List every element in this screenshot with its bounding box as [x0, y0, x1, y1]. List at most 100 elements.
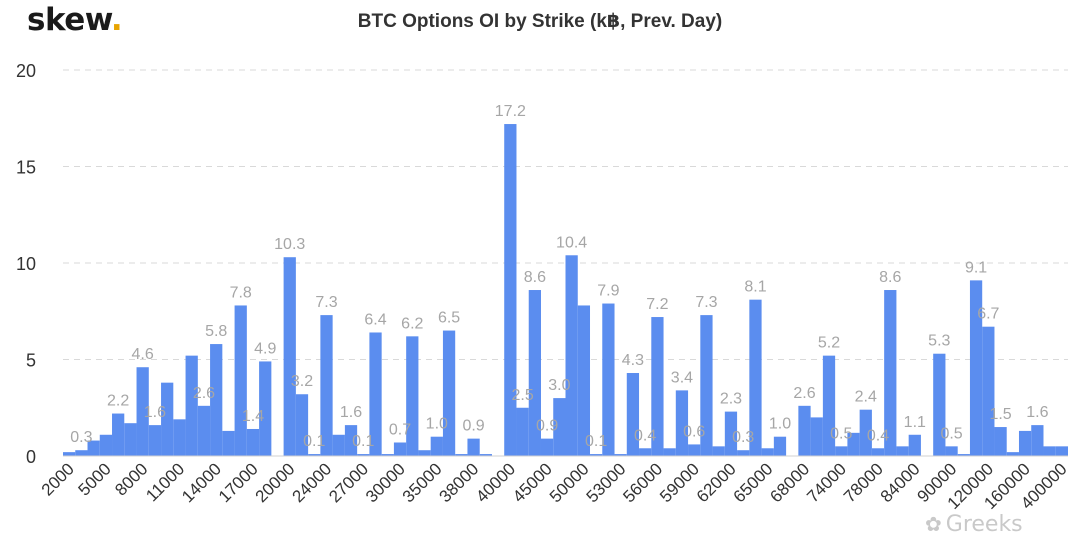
bar: [87, 440, 100, 456]
bar: [197, 405, 211, 456]
x-tick-label: 78000: [840, 459, 887, 506]
bar: [332, 434, 345, 456]
y-tick-label: 20: [16, 61, 36, 81]
data-label: 5.3: [928, 333, 950, 350]
bar: [479, 454, 492, 456]
bar: [835, 446, 848, 456]
x-tick-label: 27000: [325, 459, 372, 506]
bar: [442, 330, 456, 456]
bar: [308, 454, 321, 456]
data-label: 0.5: [830, 425, 852, 442]
data-label: 2.5: [511, 387, 533, 404]
x-tick-label: 35000: [399, 459, 446, 506]
data-label: 17.2: [495, 103, 526, 120]
bar: [504, 124, 517, 456]
bar: [455, 454, 468, 456]
data-label: 0.5: [940, 425, 962, 442]
bar: [381, 454, 394, 456]
bar: [357, 454, 370, 456]
bar: [1055, 446, 1068, 456]
data-label: 10.4: [556, 234, 587, 251]
bar: [185, 355, 198, 456]
data-label: 3.0: [548, 377, 570, 394]
data-label: 7.3: [315, 294, 337, 311]
bar: [344, 425, 358, 456]
data-label: 0.1: [303, 433, 325, 450]
x-axis: 2000500080001100014000170002000024000270…: [38, 455, 1071, 513]
bar: [1031, 425, 1044, 456]
data-label: 1.4: [242, 408, 264, 425]
x-tick-label: 50000: [546, 459, 593, 506]
x-tick-label: 56000: [619, 459, 666, 506]
x-tick-label: 53000: [583, 459, 630, 506]
y-tick-label: 5: [26, 351, 36, 371]
bar: [222, 430, 235, 456]
x-tick-label: 2000: [38, 459, 78, 499]
data-label: 4.3: [622, 352, 644, 369]
bar: [320, 315, 333, 456]
y-tick-label: 0: [26, 447, 36, 467]
data-label: 4.6: [132, 346, 154, 363]
bar: [295, 394, 309, 456]
data-label: 7.9: [597, 283, 619, 300]
bars: [63, 124, 1068, 456]
bar: [822, 355, 836, 456]
bar: [761, 448, 774, 456]
data-label: 1.0: [769, 416, 791, 433]
bar: [112, 413, 125, 456]
data-label: 3.4: [671, 369, 693, 386]
data-label: 6.4: [364, 311, 386, 328]
bar: [957, 454, 970, 456]
data-label: 0.1: [352, 433, 374, 450]
bar: [516, 407, 529, 456]
bar: [969, 280, 983, 456]
data-label: 5.2: [818, 335, 840, 352]
x-tick-label: 38000: [436, 459, 483, 506]
bar: [528, 290, 541, 456]
data-label: 10.3: [274, 236, 305, 253]
x-tick-label: 74000: [803, 459, 850, 506]
data-label: 8.1: [744, 279, 766, 296]
data-label: 8.6: [524, 269, 546, 286]
x-tick-label: 20000: [252, 459, 299, 506]
data-label: 0.4: [634, 427, 656, 444]
bar: [675, 390, 689, 456]
data-label: 8.6: [879, 269, 901, 286]
x-tick-label: 11000: [142, 459, 188, 505]
bar: [75, 450, 88, 456]
bar: [945, 446, 958, 456]
bar: [908, 434, 921, 456]
data-label: 7.3: [695, 294, 717, 311]
chart-title: BTC Options OI by Strike (k฿, Prev. Day): [357, 11, 723, 32]
x-tick-label: 30000: [362, 459, 409, 506]
bar: [982, 326, 995, 456]
bar: [847, 432, 860, 456]
bar: [884, 290, 897, 456]
bar: [565, 255, 578, 456]
x-tick-label: 17000: [215, 459, 262, 506]
bar: [99, 434, 113, 456]
bar: [1043, 446, 1056, 456]
bar: [651, 317, 664, 456]
bar: [246, 428, 260, 456]
data-label: 2.2: [107, 393, 129, 410]
bar: [810, 417, 823, 456]
data-label: 2.4: [855, 389, 877, 406]
y-tick-label: 15: [16, 158, 36, 178]
data-label: 1.1: [904, 414, 926, 431]
data-label: 1.6: [1026, 404, 1048, 421]
bar: [639, 448, 652, 456]
bar: [933, 353, 946, 456]
watermark-text: Greeks: [945, 512, 1023, 537]
data-label: 0.4: [867, 427, 889, 444]
bar: [124, 423, 137, 456]
bar: [1006, 452, 1019, 456]
bar: [590, 454, 603, 456]
skew-logo: skew.: [27, 2, 123, 38]
data-label: 3.2: [291, 373, 313, 390]
data-label: 1.6: [144, 404, 166, 421]
data-label: 6.7: [977, 306, 999, 323]
data-label: 2.3: [720, 391, 742, 408]
watermark: ✿ Greeks: [925, 512, 1023, 537]
data-label: 2.6: [193, 385, 215, 402]
